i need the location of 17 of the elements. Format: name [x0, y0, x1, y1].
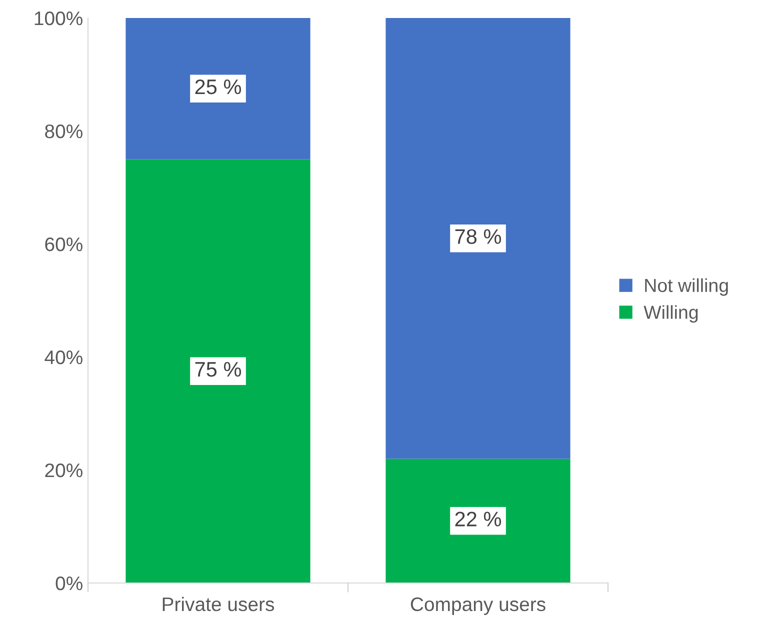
- y-tick-label: 80%: [45, 124, 82, 138]
- legend-label: Willing: [644, 305, 698, 323]
- x-tick-label: Private users: [162, 596, 274, 612]
- data-label: 78 %: [455, 229, 502, 244]
- y-tick-label: 60%: [45, 237, 82, 252]
- legend-label: Not willing: [645, 278, 728, 296]
- x-tick-label: Company users: [410, 597, 546, 616]
- data-label: 75 %: [195, 362, 242, 377]
- bar: [386, 458, 570, 583]
- y-tick-label: 20%: [45, 463, 82, 478]
- y-tick-label: 0%: [56, 576, 82, 590]
- y-tick-label: 100%: [34, 11, 82, 26]
- data-label: 25 %: [195, 79, 242, 94]
- y-tick-label: 40%: [44, 350, 82, 364]
- data-label: 22 %: [455, 512, 502, 526]
- bar: [126, 159, 310, 583]
- bar: [126, 18, 310, 160]
